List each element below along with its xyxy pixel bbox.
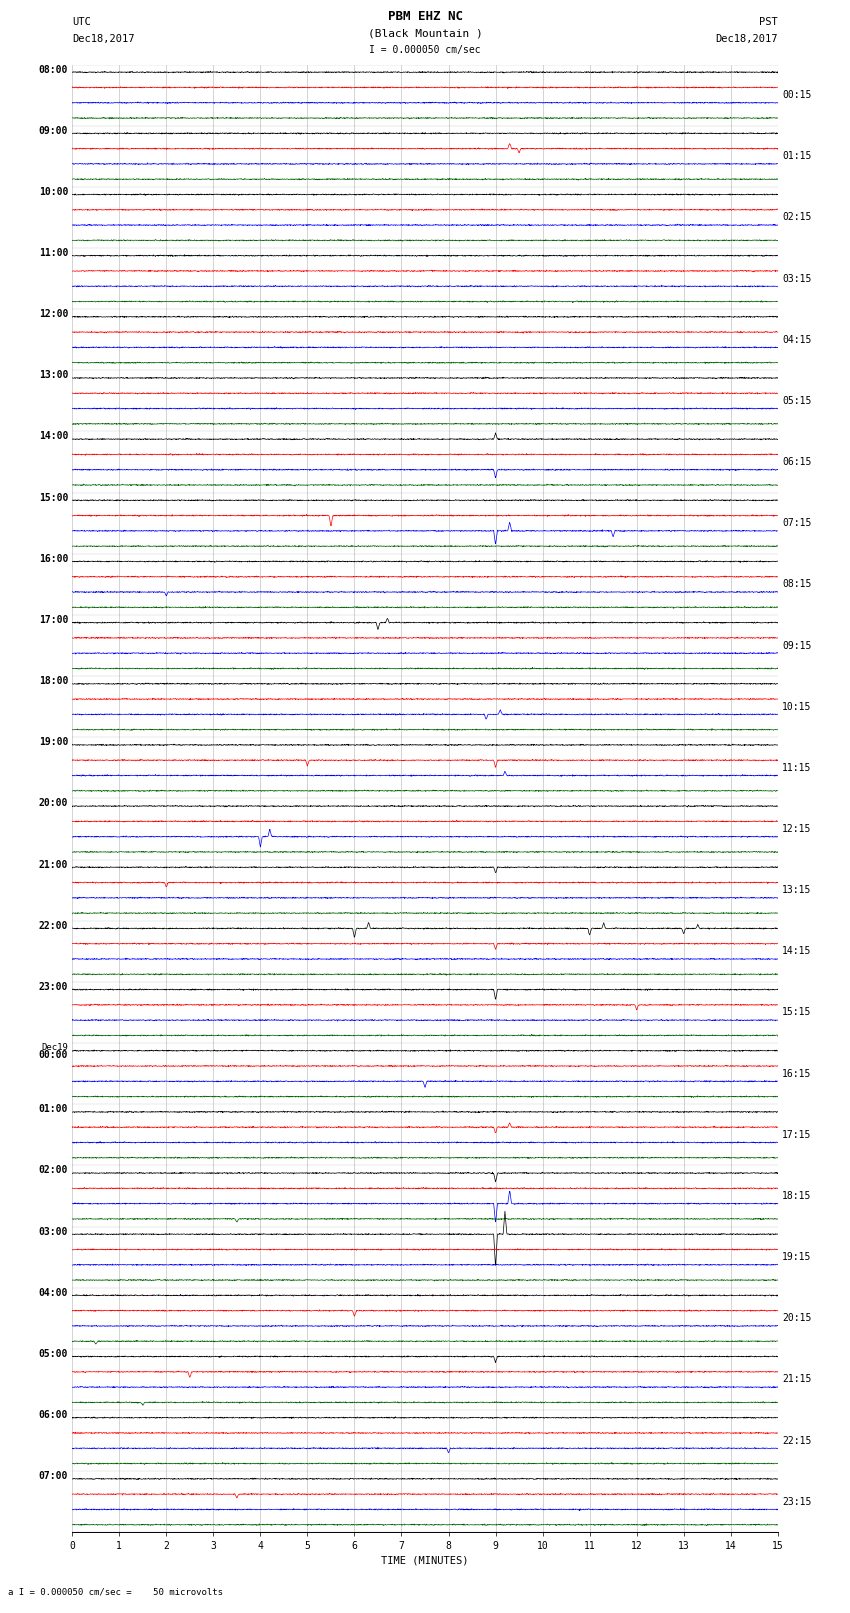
Text: a I = 0.000050 cm/sec =    50 microvolts: a I = 0.000050 cm/sec = 50 microvolts <box>8 1587 224 1597</box>
Text: 08:00: 08:00 <box>38 65 68 74</box>
Text: 10:00: 10:00 <box>38 187 68 197</box>
X-axis label: TIME (MINUTES): TIME (MINUTES) <box>382 1555 468 1566</box>
Text: 11:15: 11:15 <box>782 763 812 773</box>
Text: I = 0.000050 cm/sec: I = 0.000050 cm/sec <box>369 45 481 55</box>
Text: 04:00: 04:00 <box>38 1287 68 1298</box>
Text: 07:15: 07:15 <box>782 518 812 527</box>
Text: Dec19: Dec19 <box>41 1044 68 1052</box>
Text: 04:15: 04:15 <box>782 336 812 345</box>
Text: 17:00: 17:00 <box>38 615 68 624</box>
Text: 22:00: 22:00 <box>38 921 68 931</box>
Text: 19:00: 19:00 <box>38 737 68 747</box>
Text: 05:00: 05:00 <box>38 1348 68 1358</box>
Text: 20:15: 20:15 <box>782 1313 812 1323</box>
Text: 02:15: 02:15 <box>782 213 812 223</box>
Text: PST: PST <box>759 18 778 27</box>
Text: 20:00: 20:00 <box>38 798 68 808</box>
Text: 07:00: 07:00 <box>38 1471 68 1481</box>
Text: 06:15: 06:15 <box>782 456 812 468</box>
Text: 00:00: 00:00 <box>38 1050 68 1060</box>
Text: Dec18,2017: Dec18,2017 <box>715 34 778 44</box>
Text: 21:00: 21:00 <box>38 860 68 869</box>
Text: 09:00: 09:00 <box>38 126 68 135</box>
Text: 06:00: 06:00 <box>38 1410 68 1419</box>
Text: 22:15: 22:15 <box>782 1436 812 1445</box>
Text: 16:15: 16:15 <box>782 1069 812 1079</box>
Text: 15:00: 15:00 <box>38 492 68 503</box>
Text: 11:00: 11:00 <box>38 248 68 258</box>
Text: 14:15: 14:15 <box>782 947 812 957</box>
Text: 13:00: 13:00 <box>38 371 68 381</box>
Text: 03:00: 03:00 <box>38 1226 68 1237</box>
Text: 18:15: 18:15 <box>782 1190 812 1202</box>
Text: 08:15: 08:15 <box>782 579 812 589</box>
Text: 19:15: 19:15 <box>782 1252 812 1261</box>
Text: 05:15: 05:15 <box>782 395 812 406</box>
Text: 15:15: 15:15 <box>782 1008 812 1018</box>
Text: 17:15: 17:15 <box>782 1129 812 1140</box>
Text: 01:15: 01:15 <box>782 152 812 161</box>
Text: 12:15: 12:15 <box>782 824 812 834</box>
Text: 00:15: 00:15 <box>782 90 812 100</box>
Text: 13:15: 13:15 <box>782 886 812 895</box>
Text: 23:00: 23:00 <box>38 982 68 992</box>
Text: 09:15: 09:15 <box>782 640 812 650</box>
Text: Dec18,2017: Dec18,2017 <box>72 34 135 44</box>
Text: 02:00: 02:00 <box>38 1165 68 1176</box>
Text: 10:15: 10:15 <box>782 702 812 711</box>
Text: 14:00: 14:00 <box>38 431 68 442</box>
Text: 12:00: 12:00 <box>38 310 68 319</box>
Text: UTC: UTC <box>72 18 91 27</box>
Text: 16:00: 16:00 <box>38 553 68 565</box>
Text: 01:00: 01:00 <box>38 1105 68 1115</box>
Text: PBM EHZ NC: PBM EHZ NC <box>388 10 462 23</box>
Text: 03:15: 03:15 <box>782 274 812 284</box>
Text: 18:00: 18:00 <box>38 676 68 686</box>
Text: (Black Mountain ): (Black Mountain ) <box>367 29 483 39</box>
Text: 23:15: 23:15 <box>782 1497 812 1507</box>
Text: 21:15: 21:15 <box>782 1374 812 1384</box>
